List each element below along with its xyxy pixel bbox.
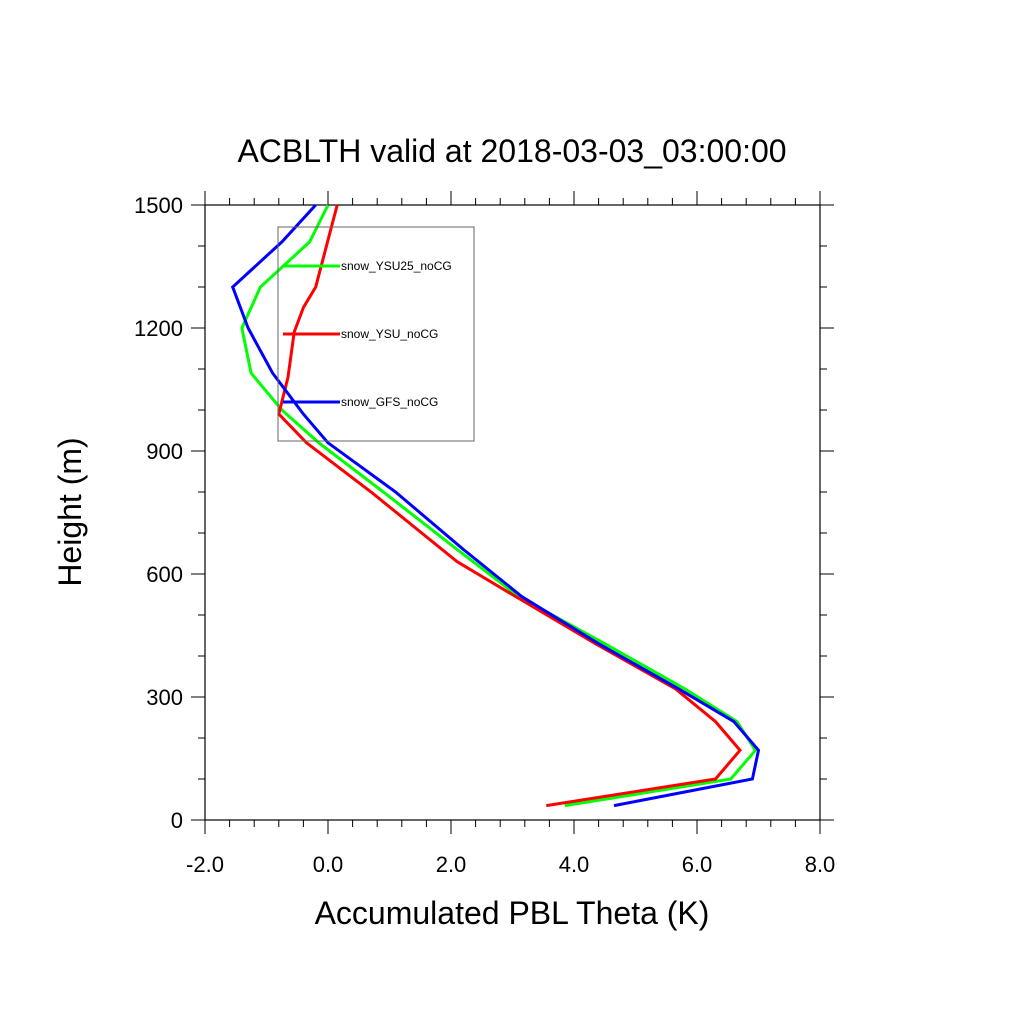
x-axis-label: Accumulated PBL Theta (K) — [315, 895, 710, 931]
legend-box — [277, 226, 475, 442]
x-tick-label: -2.0 — [186, 852, 224, 877]
legend-label: snow_YSU_noCG — [341, 327, 438, 341]
y-tick-label: 600 — [146, 562, 183, 587]
y-tick-label: 0 — [171, 808, 183, 833]
plot-frame — [204, 204, 821, 821]
y-tick-label: 300 — [146, 685, 183, 710]
x-tick-label: 4.0 — [559, 852, 590, 877]
x-tick-label: 6.0 — [682, 852, 713, 877]
x-tick-label: 0.0 — [313, 852, 344, 877]
series-line-snow_YSU_noCG — [277, 204, 742, 808]
series-line-snow_GFS_noCG — [230, 203, 761, 808]
y-tick-label: 1500 — [134, 193, 183, 218]
series-line-snow_YSU25_noCG — [240, 204, 758, 808]
x-tick-label: 2.0 — [436, 852, 467, 877]
legend-label: snow_YSU25_noCG — [341, 259, 452, 273]
x-tick-label: 8.0 — [805, 852, 836, 877]
y-tick-label: 900 — [146, 439, 183, 464]
chart-title: ACBLTH valid at 2018-03-03_03:00:00 — [237, 133, 786, 169]
y-tick-label: 1200 — [134, 316, 183, 341]
legend-label: snow_GFS_noCG — [341, 395, 438, 409]
y-axis-label: Height (m) — [52, 437, 88, 586]
plot-area: -2.0 0.0 2.0 4.0 6.0 8.0 0 300 600 900 1200 1500 sno… — [134, 191, 835, 877]
legend: snow_YSU25_noCG snow_YSU_noCG snow_GFS_noC… — [277, 226, 475, 442]
